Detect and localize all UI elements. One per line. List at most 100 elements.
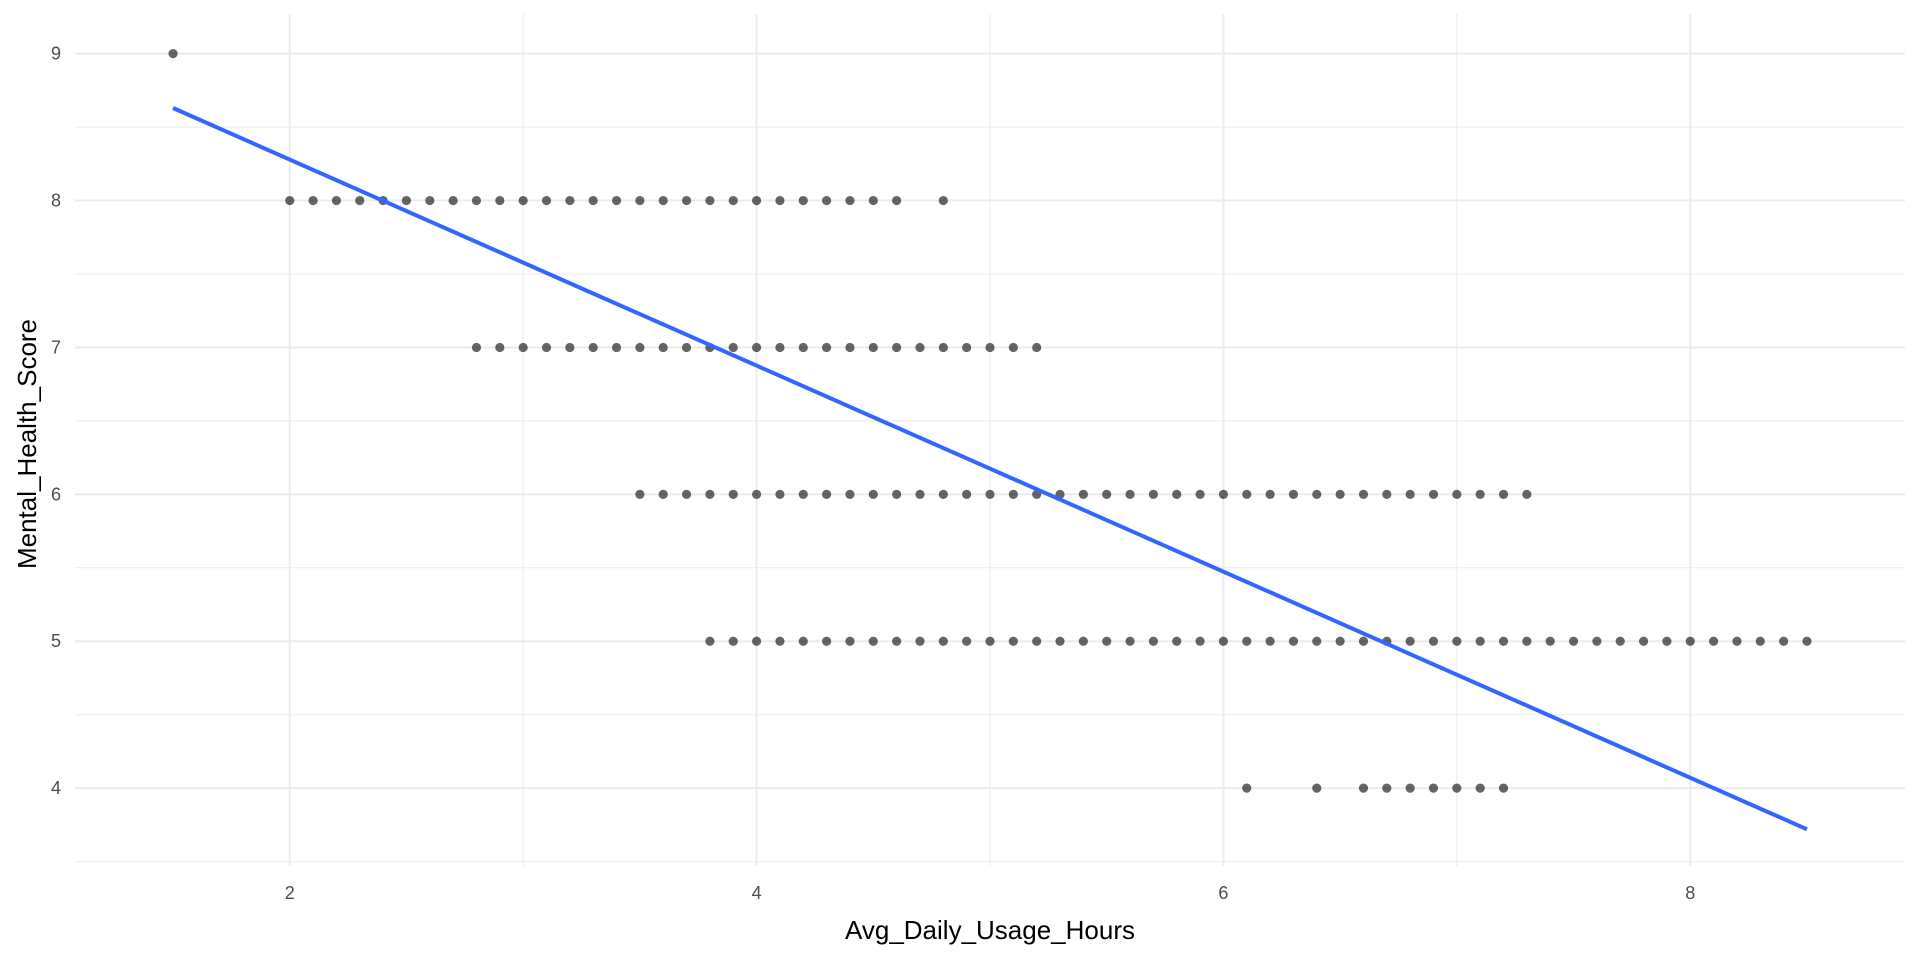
data-point [868, 342, 878, 353]
data-point [705, 636, 715, 646]
data-point [1078, 636, 1088, 646]
data-point [1592, 636, 1602, 646]
data-point [1055, 636, 1065, 646]
data-point [658, 489, 668, 499]
data-point [938, 195, 948, 206]
data-point [822, 489, 832, 499]
data-point [962, 342, 972, 353]
data-point [658, 342, 668, 353]
data-point [938, 342, 948, 353]
data-point [1125, 636, 1135, 646]
data-point [1102, 636, 1112, 646]
y-tick-label: 6 [51, 484, 61, 504]
data-point [681, 342, 692, 353]
data-point [822, 636, 832, 646]
data-point [471, 195, 482, 206]
data-point [1498, 489, 1509, 499]
data-point [1755, 636, 1765, 646]
data-point [728, 636, 738, 646]
data-point [1242, 636, 1252, 646]
data-point [1312, 489, 1322, 499]
data-point [355, 195, 365, 206]
data-point [285, 195, 295, 206]
data-point [728, 342, 738, 353]
data-point [1405, 636, 1415, 646]
data-point [1522, 636, 1532, 646]
data-point [1428, 783, 1439, 793]
data-point [495, 195, 505, 206]
data-point [1242, 783, 1252, 793]
data-point [401, 195, 412, 206]
data-point [1102, 489, 1112, 499]
data-point [1428, 489, 1439, 499]
data-point [822, 342, 832, 353]
data-point [845, 342, 855, 353]
data-point [495, 342, 505, 353]
data-point [1008, 342, 1018, 353]
data-point [425, 195, 435, 206]
data-point [868, 195, 878, 206]
data-point [168, 49, 178, 59]
data-point [611, 342, 622, 353]
data-point [798, 195, 808, 206]
data-point [892, 342, 902, 353]
data-point [1638, 636, 1649, 646]
data-point [1125, 489, 1135, 499]
data-point [1615, 636, 1625, 646]
data-point [588, 342, 598, 353]
data-point [728, 195, 738, 206]
data-point [1662, 636, 1672, 646]
data-point [1078, 489, 1088, 499]
data-point [681, 195, 692, 206]
data-point [1452, 489, 1462, 499]
data-point [588, 195, 598, 206]
data-point [1498, 783, 1509, 793]
data-point [962, 636, 972, 646]
data-point [471, 342, 482, 353]
data-point [541, 195, 552, 206]
data-point [751, 636, 762, 646]
y-tick-label: 5 [51, 631, 61, 651]
data-point [1708, 636, 1719, 646]
data-point [1312, 783, 1322, 793]
data-point [331, 195, 342, 206]
data-point [938, 636, 948, 646]
data-point [845, 636, 855, 646]
data-point [1382, 783, 1392, 793]
data-point [1195, 636, 1205, 646]
y-axis-title: Mental_Health_Score [12, 319, 42, 569]
data-point [1312, 636, 1322, 646]
data-point [1265, 636, 1275, 646]
data-point [751, 489, 762, 499]
data-point [775, 489, 785, 499]
data-point [868, 489, 878, 499]
data-point [448, 195, 458, 206]
data-point [1335, 636, 1345, 646]
data-point [1802, 636, 1812, 646]
x-axis-tick-labels: 2 4 6 8 [285, 883, 1696, 903]
data-point [822, 195, 832, 206]
data-point [658, 195, 668, 206]
data-point [611, 195, 622, 206]
data-point [915, 489, 925, 499]
y-tick-label: 8 [51, 191, 61, 211]
data-point [635, 342, 645, 353]
x-tick-label: 8 [1685, 883, 1695, 903]
data-point [705, 195, 715, 206]
x-axis-title: Avg_Daily_Usage_Hours [845, 915, 1135, 945]
x-tick-label: 6 [1218, 883, 1228, 903]
data-point [728, 489, 738, 499]
minor-gridlines [75, 14, 1905, 866]
data-point [892, 195, 902, 206]
data-point [1498, 636, 1509, 646]
data-point [541, 342, 552, 353]
data-point [845, 195, 855, 206]
x-tick-label: 4 [752, 883, 762, 903]
data-point [1032, 342, 1042, 353]
data-point [1475, 636, 1485, 646]
y-tick-label: 9 [51, 44, 61, 64]
data-point [1242, 489, 1252, 499]
trend-line-layer [172, 106, 1808, 832]
data-point [938, 489, 948, 499]
